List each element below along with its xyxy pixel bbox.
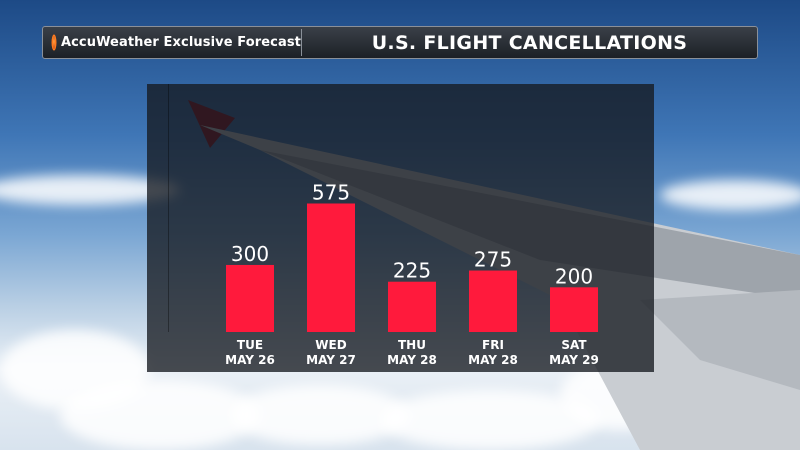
x-tick-day: WED: [315, 338, 346, 352]
x-tick-date: MAY 29: [549, 353, 599, 367]
x-tick-date: MAY 28: [387, 353, 437, 367]
header-bar: AccuWeather Exclusive Forecast U.S. FLIG…: [42, 26, 758, 59]
data-label: 200: [555, 264, 593, 288]
data-label: 300: [231, 242, 269, 266]
x-tick-day: TUE: [237, 338, 263, 352]
sun-logo-icon: [53, 36, 55, 49]
x-tick-date: MAY 26: [225, 353, 275, 367]
x-tick-day: FRI: [482, 338, 504, 352]
plot-area: [168, 84, 655, 332]
header-divider: [301, 29, 302, 56]
x-tick-date: MAY 28: [468, 353, 518, 367]
brand-text: AccuWeather Exclusive Forecast: [60, 35, 301, 50]
bar-sat: [550, 287, 598, 332]
data-label: 575: [312, 180, 350, 204]
bar-fri: [469, 270, 517, 332]
x-tick-day: SAT: [561, 338, 587, 352]
chart-title: U.S. FLIGHT CANCELLATIONS: [371, 31, 688, 54]
x-tick-day: THU: [398, 338, 426, 352]
brand: AccuWeather Exclusive Forecast: [43, 27, 301, 58]
x-tick-date: MAY 27: [306, 353, 356, 367]
data-label: 225: [393, 259, 431, 283]
bar-thu: [388, 281, 436, 332]
data-label: 275: [474, 248, 512, 272]
bar-wed: [307, 203, 355, 332]
bar-tue: [226, 264, 274, 332]
